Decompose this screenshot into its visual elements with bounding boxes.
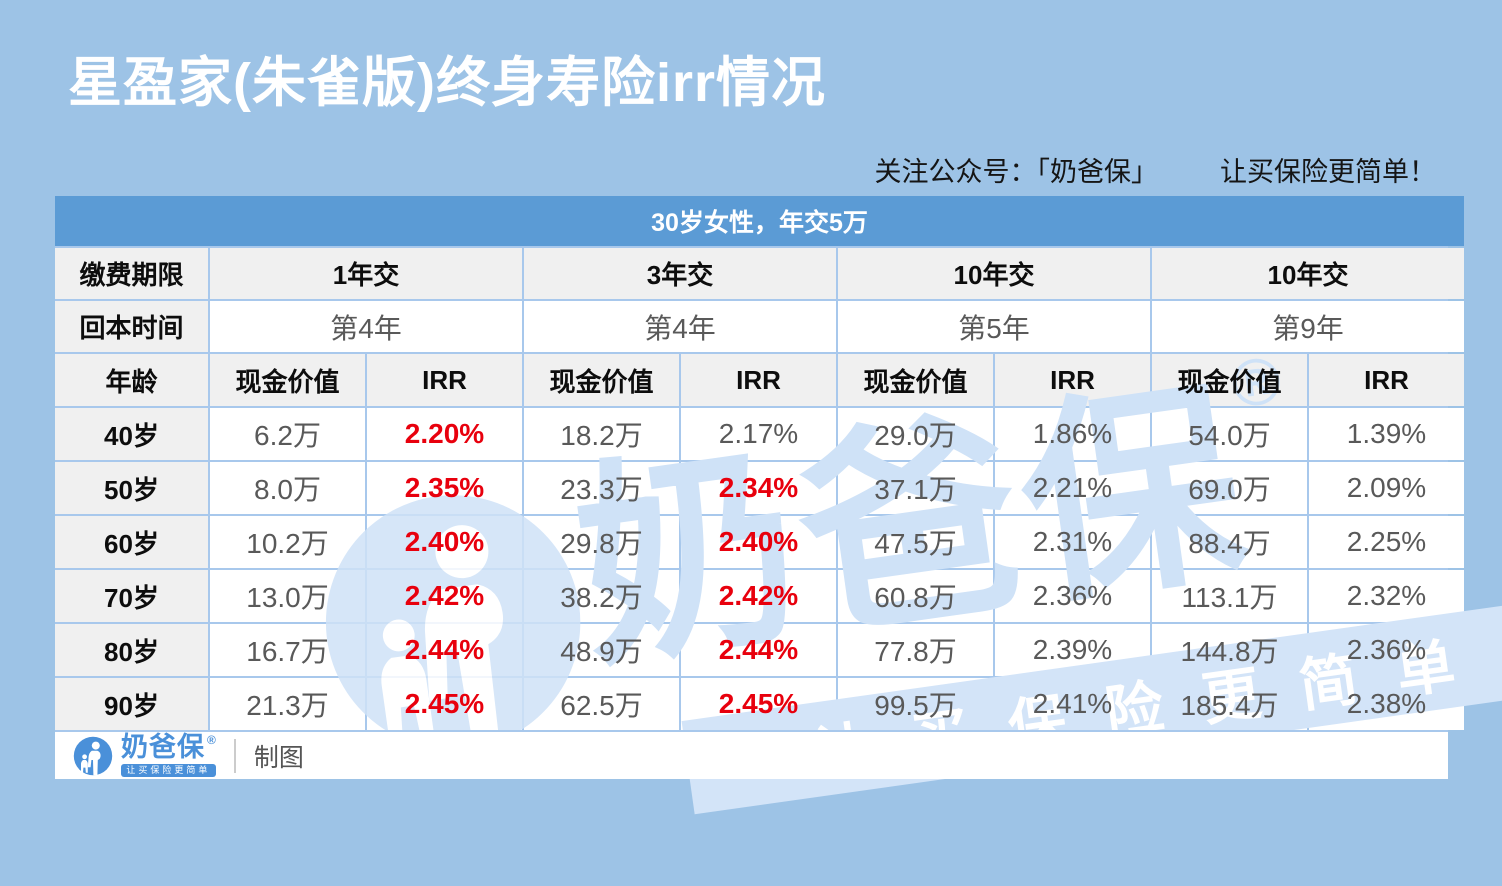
irr-value-cell: 2.44% [681,624,836,676]
cash-value-cell: 23.3万 [524,462,679,514]
cash-value-cell: 113.1万 [1152,570,1307,622]
slogan-text: 让买保险更简单！ [1220,157,1436,187]
irr-value-cell: 2.42% [367,570,522,622]
payment-term-4: 10年交 [1152,248,1464,299]
footer-divider [233,738,236,773]
irr-value-cell: 2.32% [1309,570,1464,622]
breakeven-value-4: 第9年 [1152,301,1464,352]
cash-column-header: 现金价值 [524,354,679,406]
follow-text: 关注公众号：「奶爸保」 [874,157,1159,187]
cash-value-cell: 60.8万 [838,570,993,622]
cash-value-cell: 62.5万 [524,678,679,730]
brand-reg-mark: ® [207,733,216,747]
irr-value-cell: 1.39% [1309,408,1464,460]
cash-value-cell: 88.4万 [1152,516,1307,568]
cash-value-cell: 54.0万 [1152,408,1307,460]
irr-table-grid: 30岁女性，年交5万 缴费期限 1年交 3年交 10年交 10年交 回本时间 第… [55,196,1464,730]
irr-value-cell: 2.35% [367,462,522,514]
cash-value-cell: 48.9万 [524,624,679,676]
brand-logo-icon [73,736,113,775]
irr-column-header: IRR [995,354,1150,406]
age-cell: 40岁 [55,408,208,460]
irr-value-cell: 2.09% [1309,462,1464,514]
cash-value-cell: 10.2万 [210,516,365,568]
cash-value-cell: 16.7万 [210,624,365,676]
cash-value-cell: 38.2万 [524,570,679,622]
cash-column-header: 现金价值 [210,354,365,406]
brand-name: 奶爸保 [121,732,205,762]
age-cell: 60岁 [55,516,208,568]
irr-value-cell: 1.86% [995,408,1150,460]
breakeven-value-2: 第4年 [524,301,836,352]
irr-value-cell: 2.25% [1309,516,1464,568]
breakeven-label: 回本时间 [55,301,208,352]
cash-value-cell: 29.0万 [838,408,993,460]
payment-term-label: 缴费期限 [55,248,208,299]
cash-column-header: 现金价值 [838,354,993,406]
irr-value-cell: 2.20% [367,408,522,460]
cash-value-cell: 77.8万 [838,624,993,676]
cash-value-cell: 8.0万 [210,462,365,514]
irr-value-cell: 2.40% [681,516,836,568]
irr-value-cell: 2.39% [995,624,1150,676]
cash-value-cell: 99.5万 [838,678,993,730]
cash-value-cell: 37.1万 [838,462,993,514]
age-cell: 70岁 [55,570,208,622]
cash-value-cell: 6.2万 [210,408,365,460]
cash-value-cell: 18.2万 [524,408,679,460]
irr-value-cell: 2.45% [681,678,836,730]
irr-value-cell: 2.44% [367,624,522,676]
subtitle: 关注公众号：「奶爸保」 让买保险更简单！ [875,150,1437,189]
irr-value-cell: 2.38% [1309,678,1464,730]
payment-term-3: 10年交 [838,248,1150,299]
page-title: 星盈家(朱雀版)终身寿险irr情况 [68,53,826,113]
cash-value-cell: 47.5万 [838,516,993,568]
cash-value-cell: 29.8万 [524,516,679,568]
age-column-header: 年龄 [55,354,208,406]
irr-value-cell: 2.40% [367,516,522,568]
irr-value-cell: 2.42% [681,570,836,622]
brand-slogan-pill: 让买保险更简单 [121,764,216,777]
footer-bar: 奶爸保 ® 让买保险更简单 制图 [55,730,1448,779]
age-cell: 80岁 [55,624,208,676]
cash-value-cell: 185.4万 [1152,678,1307,730]
cash-column-header: 现金价值 [1152,354,1307,406]
irr-value-cell: 2.45% [367,678,522,730]
irr-column-header: IRR [367,354,522,406]
brand-block: 奶爸保 ® 让买保险更简单 [121,734,216,777]
irr-column-header: IRR [1309,354,1464,406]
irr-value-cell: 2.36% [1309,624,1464,676]
irr-column-header: IRR [681,354,836,406]
age-cell: 90岁 [55,678,208,730]
breakeven-value-1: 第4年 [210,301,522,352]
irr-value-cell: 2.21% [995,462,1150,514]
cash-value-cell: 21.3万 [210,678,365,730]
payment-term-1: 1年交 [210,248,522,299]
cash-value-cell: 13.0万 [210,570,365,622]
irr-value-cell: 2.31% [995,516,1150,568]
table-band-title: 30岁女性，年交5万 [55,196,1464,246]
breakeven-value-3: 第5年 [838,301,1150,352]
age-cell: 50岁 [55,462,208,514]
irr-value-cell: 2.34% [681,462,836,514]
payment-term-2: 3年交 [524,248,836,299]
irr-table: 奶爸保 ® 让买保险更简单 30岁女性，年交5万 缴费期限 1年交 3年交 10… [55,196,1502,815]
irr-value-cell: 2.41% [995,678,1150,730]
irr-value-cell: 2.36% [995,570,1150,622]
footer-caption: 制图 [253,743,304,772]
cash-value-cell: 144.8万 [1152,624,1307,676]
irr-value-cell: 2.17% [681,408,836,460]
cash-value-cell: 69.0万 [1152,462,1307,514]
